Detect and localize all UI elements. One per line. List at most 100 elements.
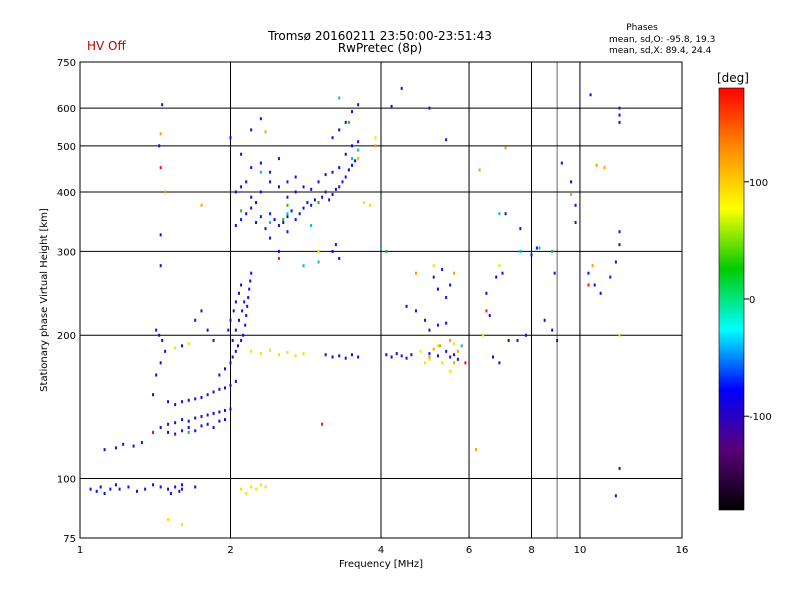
data-point	[485, 309, 488, 313]
data-point	[436, 354, 439, 358]
chart-subtitle: RwPretec (8p)	[338, 41, 422, 55]
y-tick-labels: 75 100 200 300 400 500 600 750	[57, 58, 76, 545]
data-point	[234, 349, 237, 353]
data-point	[331, 193, 334, 197]
data-point	[334, 243, 337, 247]
data-point	[118, 487, 121, 491]
data-point	[456, 349, 459, 353]
data-point	[587, 271, 590, 275]
data-point	[194, 416, 197, 420]
colorbar-tick-label: 0	[749, 295, 755, 306]
data-point	[245, 212, 248, 216]
x-tick-label: 4	[378, 545, 384, 556]
y-tick-label: 300	[57, 247, 76, 258]
data-point	[460, 344, 463, 348]
data-point	[501, 271, 504, 275]
data-point	[140, 441, 143, 445]
data-point	[618, 120, 621, 124]
data-point	[424, 361, 427, 365]
data-point	[405, 356, 408, 360]
data-point	[495, 275, 498, 279]
data-point	[152, 393, 155, 397]
x-tick-label: 10	[574, 545, 587, 556]
data-point	[212, 411, 215, 415]
data-point	[286, 180, 289, 184]
data-point	[338, 166, 341, 170]
data-point	[338, 185, 341, 189]
data-point	[441, 361, 444, 365]
data-point	[618, 106, 621, 110]
data-point	[347, 120, 350, 124]
x-tick-label: 16	[676, 545, 689, 556]
data-point	[385, 353, 388, 357]
data-point	[259, 352, 262, 356]
data-point	[194, 429, 197, 433]
data-point	[259, 161, 262, 165]
data-point	[144, 487, 147, 491]
data-point	[181, 483, 184, 487]
data-point	[200, 414, 203, 418]
data-point	[341, 180, 344, 184]
data-point	[449, 338, 452, 342]
data-point	[498, 212, 501, 216]
data-point	[449, 355, 452, 359]
phase-box-line-x: mean, sd,X: 89.4, 24.4	[609, 46, 712, 56]
data-point	[181, 344, 184, 348]
data-point	[194, 397, 197, 401]
data-point	[103, 448, 106, 452]
data-point	[286, 215, 289, 219]
data-point	[436, 323, 439, 327]
x-tick-label: 6	[466, 545, 472, 556]
data-point	[374, 136, 377, 140]
data-point	[206, 328, 209, 332]
data-point	[264, 227, 267, 231]
data-point	[234, 328, 237, 332]
data-point	[277, 185, 280, 189]
data-point	[249, 279, 252, 283]
data-point	[109, 487, 112, 491]
data-point	[428, 328, 431, 332]
data-point	[259, 215, 262, 219]
data-point	[181, 418, 184, 422]
data-point	[357, 148, 360, 152]
data-point	[135, 489, 138, 493]
data-point	[504, 212, 507, 216]
data-point	[240, 152, 243, 156]
y-tick-label: 500	[57, 142, 76, 153]
data-point	[99, 485, 102, 489]
data-point	[269, 212, 272, 216]
data-point	[161, 103, 164, 107]
data-point	[302, 206, 305, 210]
data-point	[127, 485, 130, 489]
data-point	[553, 271, 556, 275]
data-point	[174, 432, 177, 436]
data-point	[482, 333, 485, 337]
data-point	[269, 170, 272, 174]
data-point	[264, 485, 267, 489]
colorbar	[718, 87, 745, 511]
data-point	[238, 291, 241, 295]
data-point	[331, 170, 334, 174]
data-point	[618, 243, 621, 247]
data-point	[159, 361, 162, 365]
data-point	[242, 333, 245, 337]
data-point	[419, 349, 422, 353]
data-point	[250, 271, 253, 275]
data-point	[247, 296, 250, 300]
data-point	[614, 494, 617, 498]
data-point	[132, 444, 135, 448]
data-point	[227, 328, 230, 332]
data-point	[152, 430, 155, 434]
data-point	[169, 492, 172, 496]
data-point	[344, 175, 347, 179]
data-point	[240, 283, 243, 287]
data-point	[224, 367, 227, 371]
data-point	[250, 128, 253, 132]
data-point	[89, 487, 92, 491]
data-point	[277, 224, 280, 228]
colorbar-tick-label: -100	[749, 412, 772, 423]
data-point	[158, 333, 161, 337]
data-point	[570, 180, 573, 184]
data-point	[519, 249, 522, 253]
data-point	[298, 212, 301, 216]
